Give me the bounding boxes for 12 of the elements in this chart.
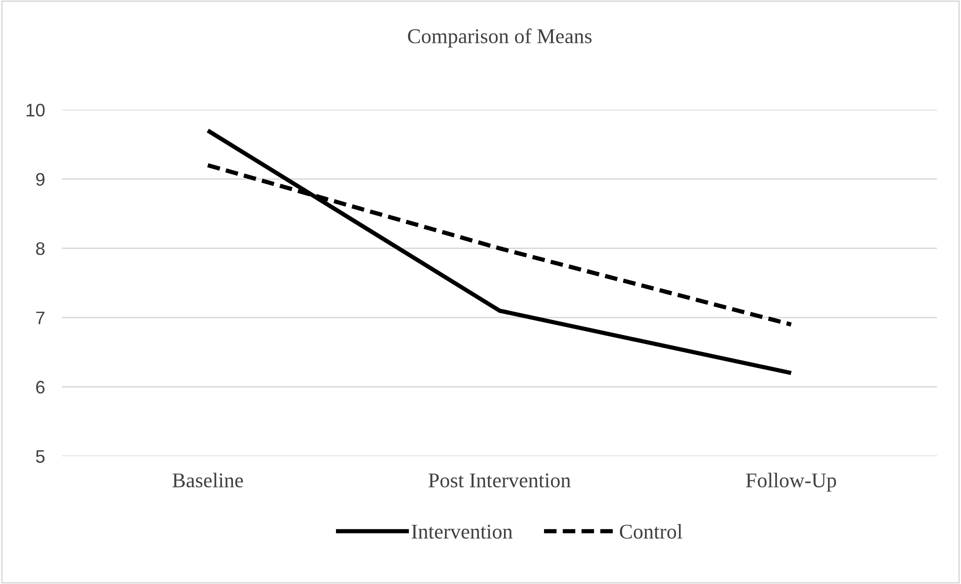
legend-label: Intervention (412, 524, 512, 539)
y-tick-label: 5 (36, 450, 45, 463)
legend-label: Control (620, 524, 682, 539)
y-tick-label: 8 (36, 242, 45, 256)
x-tick-label: Baseline (172, 472, 243, 488)
y-tick-label: 6 (36, 380, 45, 394)
y-tick-label: 10 (26, 104, 45, 117)
y-tick-label: 7 (36, 312, 44, 324)
x-tick-label: Post Intervention (428, 473, 571, 488)
y-tick-label: 9 (36, 172, 44, 186)
chart-title: Comparison of Means (408, 28, 592, 48)
x-tick-label: Follow-Up (746, 472, 836, 492)
